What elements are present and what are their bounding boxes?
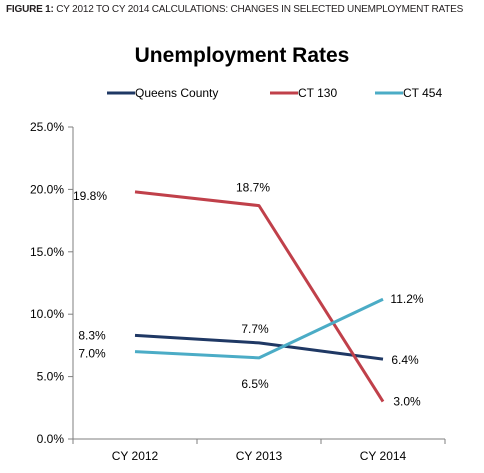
x-tick-label: CY 2014 (360, 449, 407, 463)
chart-axes: 0.0% 5.0% 10.0% 15.0% 20.0% 25.0% CY 2012 CY 20… (30, 120, 446, 463)
series-lines (134, 190, 385, 403)
y-tick-label: 5.0% (37, 370, 65, 384)
data-label: 7.7% (241, 322, 269, 336)
y-tick-label: 15.0% (30, 245, 64, 259)
data-label: 6.5% (241, 377, 269, 391)
chart-title: Unemployment Rates (135, 44, 350, 67)
figure-caption-lead: FIGURE 1: (6, 4, 54, 15)
series-line-2 (134, 297, 384, 360)
y-tick-label: 25.0% (30, 120, 64, 134)
x-tick-label: CY 2012 (112, 449, 159, 463)
y-tick-label: 10.0% (30, 307, 64, 321)
legend-label: CT 130 (298, 86, 337, 100)
y-tick-label: 0.0% (37, 432, 65, 446)
series-line-0 (134, 333, 384, 361)
legend-label: Queens County (135, 86, 218, 100)
data-labels: 8.3% 7.7% 6.4% 19.8% 18.7% 3.0% 7.0% 6.5% 11.2% (73, 181, 424, 409)
x-tick-label: CY 2013 (236, 449, 283, 463)
data-label: 18.7% (236, 181, 270, 195)
figure-caption: FIGURE 1: CY 2012 TO CY 2014 CALCULATION… (6, 4, 478, 15)
data-label: 11.2% (390, 292, 423, 306)
data-label: 6.4% (391, 353, 419, 367)
data-label: 3.0% (393, 395, 421, 409)
series-line-1 (134, 190, 385, 403)
chart-legend: Queens County CT 130 CT 454 (107, 86, 442, 100)
figure-caption-text: CY 2012 TO CY 2014 CALCULATIONS: CHANGES… (56, 4, 464, 15)
data-label: 7.0% (78, 347, 106, 361)
data-label: 19.8% (73, 189, 107, 203)
legend-label: CT 454 (403, 86, 442, 100)
data-label: 8.3% (78, 328, 106, 342)
y-tick-label: 20.0% (30, 182, 64, 196)
